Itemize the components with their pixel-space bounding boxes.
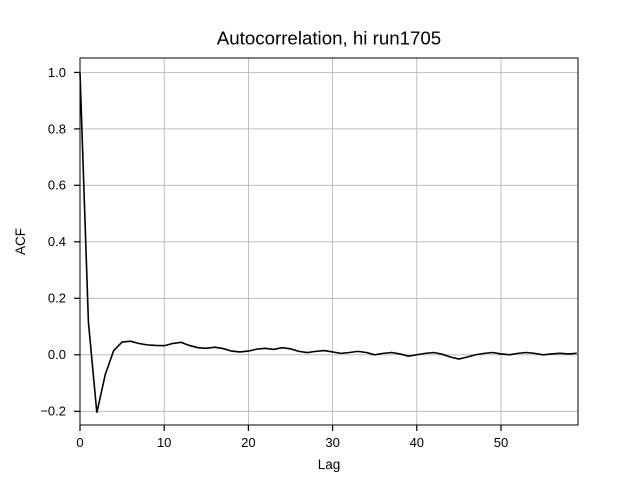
svg-text:−0.2: −0.2: [40, 404, 66, 419]
svg-text:Autocorrelation, hi run1705: Autocorrelation, hi run1705: [217, 28, 441, 49]
svg-text:0.8: 0.8: [48, 121, 66, 136]
svg-text:0.2: 0.2: [48, 291, 66, 306]
svg-text:0.6: 0.6: [48, 178, 66, 193]
svg-text:Lag: Lag: [318, 457, 341, 472]
svg-text:0.0: 0.0: [48, 347, 66, 362]
svg-text:0: 0: [76, 435, 83, 450]
svg-text:50: 50: [494, 435, 508, 450]
svg-text:30: 30: [325, 435, 339, 450]
svg-text:10: 10: [157, 435, 171, 450]
svg-text:1.0: 1.0: [48, 65, 66, 80]
svg-text:ACF: ACF: [13, 228, 28, 255]
svg-text:40: 40: [410, 435, 424, 450]
svg-text:0.4: 0.4: [48, 234, 66, 249]
svg-text:20: 20: [241, 435, 255, 450]
